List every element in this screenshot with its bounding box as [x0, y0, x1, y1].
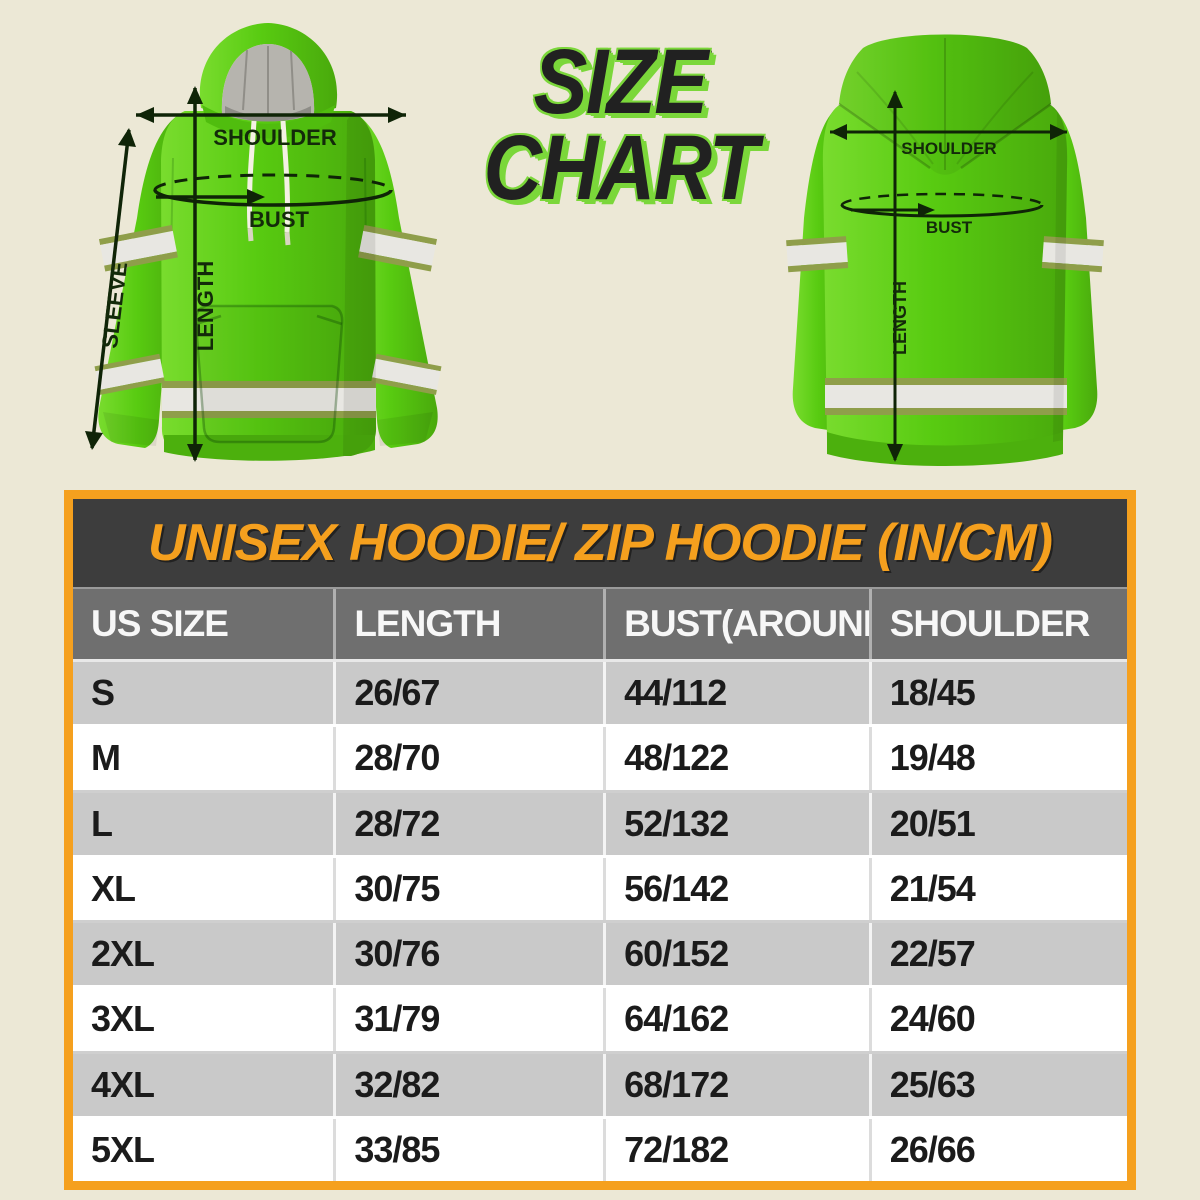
length-cell: 33/85 [333, 1118, 603, 1181]
table-header-row: US SIZE LENGTH BUST(AROUND) SHOULDER [73, 589, 1127, 662]
table-row-2xl: 2XL 30/76 60/152 22/57 [73, 923, 1127, 989]
back-shade [1051, 106, 1068, 442]
front-shoulder-label: SHOULDER [213, 125, 337, 150]
shoulder-cell: 24/60 [868, 988, 1127, 1051]
back-bust-label: BUST [926, 218, 973, 237]
shoulder-cell: 21/54 [868, 857, 1127, 920]
back-hood-edge [838, 102, 1052, 170]
front-hem [164, 435, 375, 461]
column-header-length: LENGTH [333, 589, 603, 659]
length-cell: 30/76 [333, 923, 603, 986]
column-header-us-size: US SIZE [91, 603, 229, 644]
left-cuff-shade [103, 412, 159, 446]
front-hood-outer [199, 23, 338, 114]
size-cell: M [91, 737, 121, 779]
size-cell: L [91, 802, 113, 844]
bust-cell: 44/112 [603, 662, 869, 725]
size-table-card: UNISEX HOODIE/ ZIP HOODIE (IN/CM) US SIZ… [64, 490, 1136, 1190]
front-hoodie-diagram: SHOULDER BUST LENGTH SLEEVE [85, 23, 442, 462]
front-bust-label: BUST [249, 207, 309, 232]
table-row-s: S 26/67 44/112 18/45 [73, 662, 1127, 728]
bust-cell: 72/182 [603, 1118, 869, 1181]
back-hood-tint [839, 34, 1051, 175]
front-collar [202, 105, 335, 139]
back-hem [827, 432, 1063, 466]
length-cell: 28/72 [333, 792, 603, 855]
back-left-sleeve-stripe [786, 236, 849, 273]
front-annotations [85, 86, 406, 462]
shoulder-cell: 18/45 [868, 662, 1127, 725]
column-header-shoulder: SHOULDER [868, 589, 1127, 659]
shoulder-cell: 20/51 [868, 792, 1127, 855]
back-torso-reflective-band [825, 378, 1067, 415]
bust-cell: 56/142 [603, 857, 869, 920]
size-cell: 3XL [91, 998, 155, 1040]
size-chart-title: SIZE CHART [477, 31, 762, 219]
bust-cell: 60/152 [603, 923, 869, 986]
table-row-l: L 28/72 52/132 20/51 [73, 792, 1127, 858]
length-cell: 31/79 [333, 988, 603, 1051]
hood-lining-folds [242, 46, 295, 114]
table-row-3xl: 3XL 31/79 64/162 24/60 [73, 988, 1127, 1054]
front-length-label: LENGTH [193, 261, 218, 351]
size-cell: 5XL [91, 1128, 155, 1170]
table-row-xl: XL 30/75 56/142 21/54 [73, 857, 1127, 923]
pocket-openings [195, 314, 343, 326]
size-cell: S [91, 672, 115, 714]
hood-lining-shadow [225, 106, 311, 122]
shoulder-cell: 26/66 [868, 1118, 1127, 1181]
column-header-bust: BUST(AROUND) [603, 589, 869, 659]
size-cell: 2XL [91, 933, 155, 975]
length-cell: 28/70 [333, 727, 603, 790]
bust-cell: 52/132 [603, 792, 869, 855]
table-row-5xl: 5XL 33/85 72/182 26/66 [73, 1118, 1127, 1181]
back-annotations [830, 90, 1067, 462]
back-shoulder-label: SHOULDER [901, 139, 996, 158]
bust-cell: 68/172 [603, 1053, 869, 1116]
size-cell: XL [91, 867, 136, 909]
front-torso-reflective-band [162, 381, 376, 418]
length-cell: 30/75 [333, 857, 603, 920]
table-title: UNISEX HOODIE/ ZIP HOODIE (IN/CM) [73, 499, 1127, 589]
back-length-label: LENGTH [890, 281, 910, 355]
back-hood-folds [856, 71, 1034, 165]
front-right-sleeve-stripe [358, 225, 438, 272]
back-hoodie-diagram: SHOULDER BUST LENGTH [786, 34, 1104, 466]
size-cell: 4XL [91, 1063, 155, 1105]
right-cuff-shade [377, 412, 433, 446]
front-right-cuff-stripe [371, 353, 442, 395]
front-shade [343, 112, 377, 456]
table-row-4xl: 4XL 32/82 68/172 25/63 [73, 1053, 1127, 1119]
back-right-sleeve-stripe [1041, 236, 1104, 273]
size-chart-title-line1: SIZE [533, 31, 709, 133]
length-cell: 32/82 [333, 1053, 603, 1116]
bust-cell: 64/162 [603, 988, 869, 1051]
front-left-cuff-stripe [94, 353, 165, 395]
shoulder-cell: 25/63 [868, 1053, 1127, 1116]
back-hood [839, 34, 1051, 175]
shoulder-cell: 22/57 [868, 923, 1127, 986]
bust-cell: 48/122 [603, 727, 869, 790]
shoulder-cell: 19/48 [868, 727, 1127, 790]
table-row-m: M 28/70 48/122 19/48 [73, 727, 1127, 793]
size-chart-title-line2: CHART [483, 116, 758, 219]
back-torso [822, 104, 1068, 451]
length-cell: 26/67 [333, 662, 603, 725]
